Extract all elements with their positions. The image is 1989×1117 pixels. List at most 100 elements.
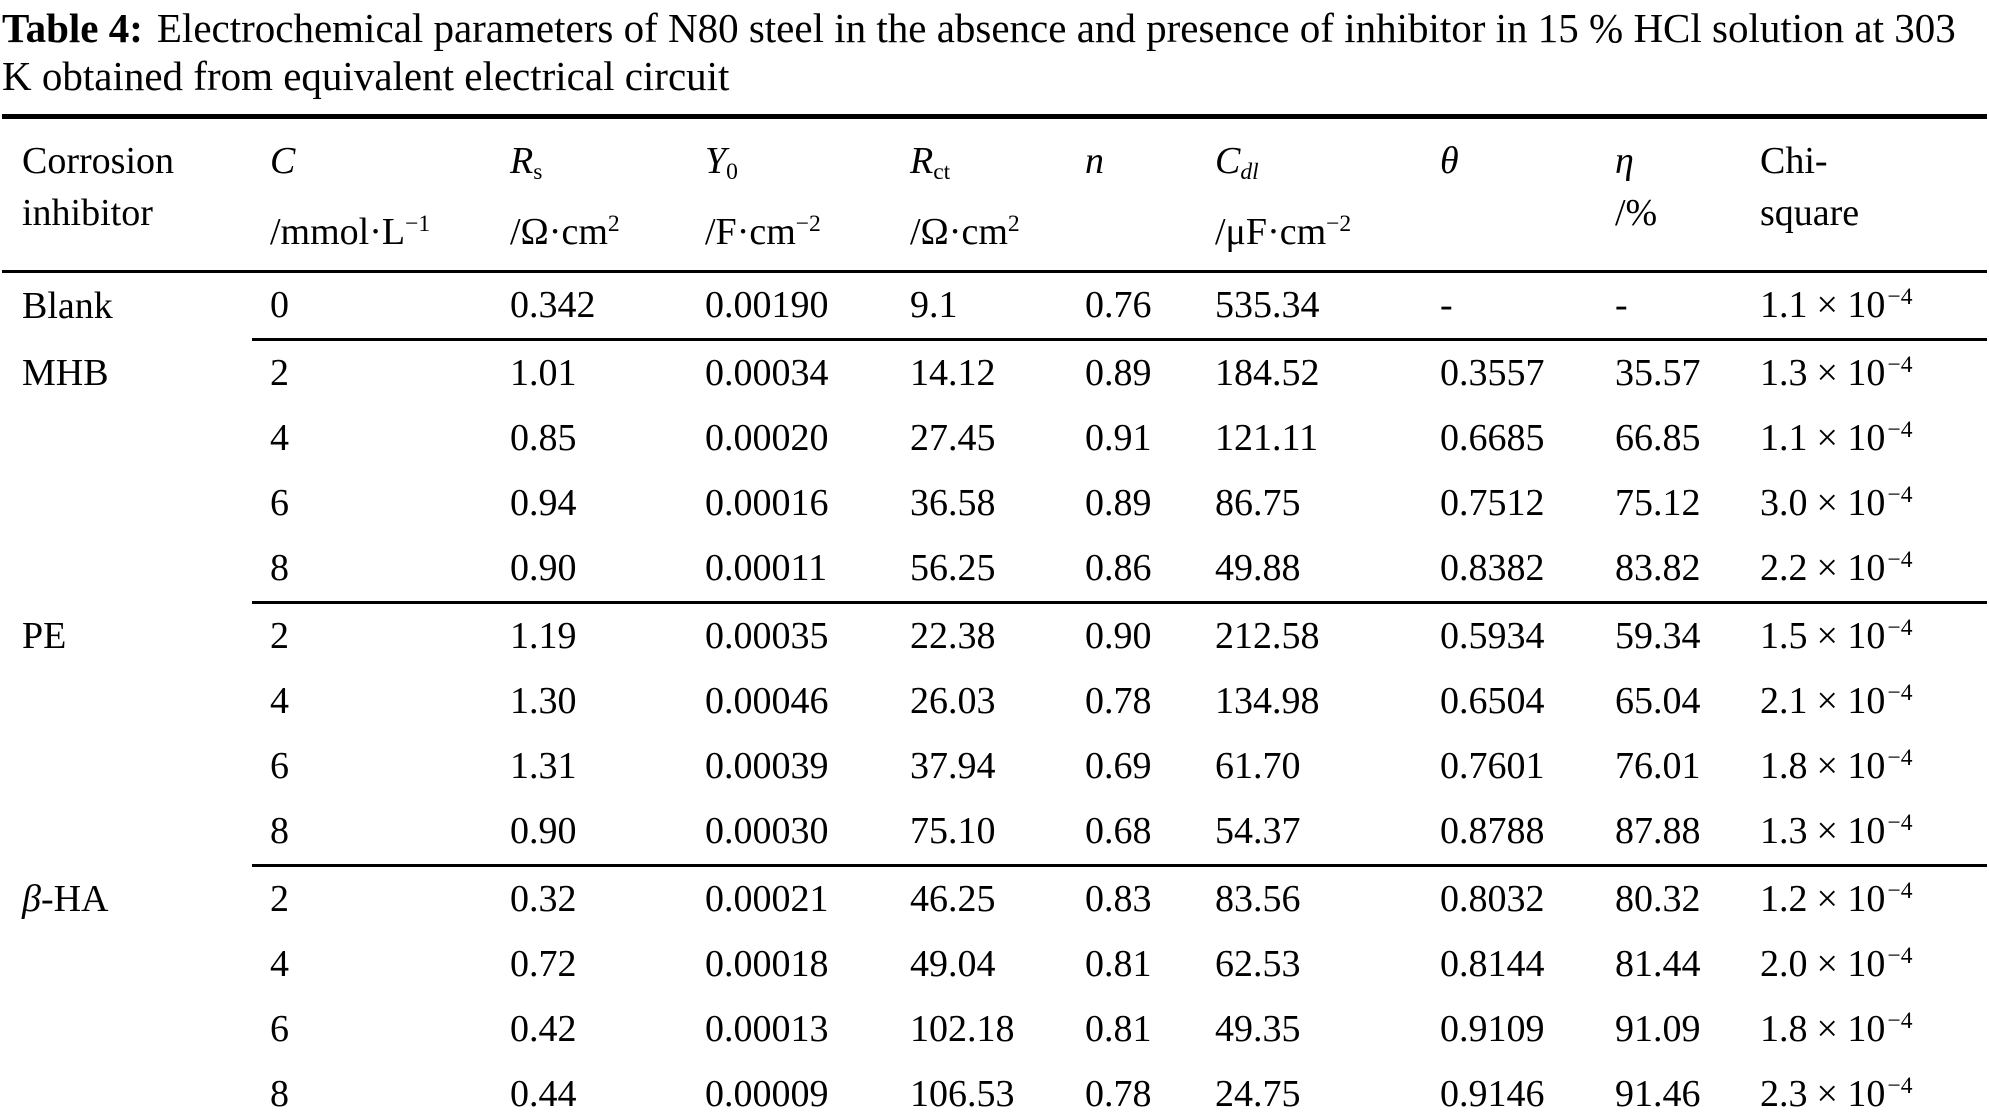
cdl-cell: 62.53 [1197,932,1422,997]
cell-value: 0.42 [510,1008,577,1051]
concentration-cell: 4 [252,932,492,997]
theta-cell: 0.6685 [1422,406,1597,471]
table-row: 8 0.44 0.00009 106.53 0.78 24.75 0.9146 91.46 2.… [2,1062,1987,1117]
cell-value: 2 [270,878,289,921]
cell-value: 4 [270,417,289,460]
times-ten: × 10 [1816,1073,1886,1116]
chi-square-cell: 3.0 × 10−4 [1742,471,1987,536]
cell-value: 4 [270,943,289,986]
rct-cell: 56.25 [892,535,1067,604]
cell-value: 212.58 [1215,615,1320,658]
cell-value: 75.12 [1615,482,1701,525]
cell-value: - [1615,284,1628,327]
cell-value: 35.57 [1615,352,1701,395]
cell-value: 49.04 [910,943,996,986]
concentration-cell: 4 [252,406,492,471]
cell-value: 535.34 [1215,284,1320,327]
cell-value: 81.44 [1615,943,1701,986]
cell-value: 0.72 [510,943,577,986]
chi-mantissa: 1.1 [1760,417,1808,460]
table-row: 4 1.30 0.00046 26.03 0.78 134.98 0.6504 65.04 2.… [2,669,1987,734]
cell-value: - [1440,284,1453,327]
cell-value: 86.75 [1215,482,1301,525]
n-cell: 0.81 [1067,932,1197,997]
rs-cell: 0.32 [492,865,687,932]
concentration-cell: 6 [252,734,492,799]
theta-cell: 0.6504 [1422,669,1597,734]
rct-cell: 22.38 [892,602,1067,669]
inhibitor-name: -HA [40,877,109,920]
chi-exponent: −4 [1887,680,1913,707]
inhibitor-name: Blank [22,285,113,328]
cell-value: 0.85 [510,417,577,460]
chi-exponent: −4 [1887,943,1913,970]
cell-value: 0.6504 [1440,680,1545,723]
cell-value: 24.75 [1215,1073,1301,1116]
eta-cell: 35.57 [1597,339,1742,406]
cell-value: 0.81 [1085,943,1152,986]
table-row: 6 1.31 0.00039 37.94 0.69 61.70 0.7601 76.01 1.8… [2,734,1987,799]
cell-value: 36.58 [910,482,996,525]
header-line: /μF·cm−2 [1215,210,1352,253]
cell-value: 0.00018 [705,943,829,986]
cell-value: 0.94 [510,482,577,525]
y0-cell: 0.00009 [687,1062,892,1117]
cell-value: 75.10 [910,810,996,853]
table-row: MHB 2 1.01 0.00034 14.12 0.89 184.52 0.3557 35.5… [2,339,1987,406]
chi-mantissa: 2.2 [1760,547,1808,590]
cell-value: 66.85 [1615,417,1701,460]
rs-cell: 1.30 [492,669,687,734]
n-cell: 0.89 [1067,471,1197,536]
theta-cell: 0.8382 [1422,535,1597,604]
cell-value: 134.98 [1215,680,1320,723]
concentration-cell: 2 [252,602,492,669]
chi-exponent: −4 [1887,615,1913,642]
table-row: 4 0.72 0.00018 49.04 0.81 62.53 0.8144 81.44 2.0… [2,932,1987,997]
inhibitor-name: PE [22,614,67,657]
times-ten: × 10 [1816,878,1886,921]
cell-value: 0.90 [510,810,577,853]
cell-value: 121.11 [1215,417,1319,460]
y0-cell: 0.00034 [687,339,892,406]
cell-value: 0.68 [1085,810,1152,853]
cell-value: 61.70 [1215,745,1301,788]
cell-value: 0.69 [1085,745,1152,788]
eta-cell: 80.32 [1597,865,1742,932]
chi-square-cell: 1.3 × 10−4 [1742,339,1987,406]
cell-value: 0.89 [1085,352,1152,395]
cell-value: 0.7512 [1440,482,1545,525]
cdl-cell: 24.75 [1197,1062,1422,1117]
concentration-cell: 0 [252,271,492,341]
inhibitor-name: MHB [22,351,109,394]
inhibitor-cell [2,406,252,471]
chi-exponent: −4 [1887,482,1913,509]
rs-cell: 0.42 [492,997,687,1062]
y0-cell: 0.00039 [687,734,892,799]
cell-value: 0.86 [1085,547,1152,590]
cell-value: 6 [270,482,289,525]
y0-cell: 0.00046 [687,669,892,734]
cell-value: 87.88 [1615,810,1701,853]
chi-mantissa: 1.1 [1760,284,1808,327]
cell-value: 91.46 [1615,1073,1701,1116]
table-row: Blank 0 0.342 0.00190 9.1 0.76 535.34 - - 1.1 × 10… [2,271,1987,341]
cell-value: 0.00046 [705,680,829,723]
theta-cell: 0.3557 [1422,339,1597,406]
chi-square-cell: 1.8 × 10−4 [1742,997,1987,1062]
y0-cell: 0.00190 [687,271,892,341]
chi-square-cell: 2.3 × 10−4 [1742,1062,1987,1117]
chi-square-cell: 2.2 × 10−4 [1742,535,1987,604]
cell-value: 0.00039 [705,745,829,788]
cell-value: 0.90 [510,547,577,590]
cell-value: 0.8032 [1440,878,1545,921]
y0-cell: 0.00030 [687,798,892,867]
cell-value: 1.19 [510,615,577,658]
cell-value: 0.00011 [705,547,828,590]
cell-value: 65.04 [1615,680,1701,723]
eta-cell: 81.44 [1597,932,1742,997]
cell-value: 0.76 [1085,284,1152,327]
header-line: square [1760,192,1860,234]
cell-value: 4 [270,680,289,723]
n-cell: 0.69 [1067,734,1197,799]
cell-value: 0.00016 [705,482,829,525]
